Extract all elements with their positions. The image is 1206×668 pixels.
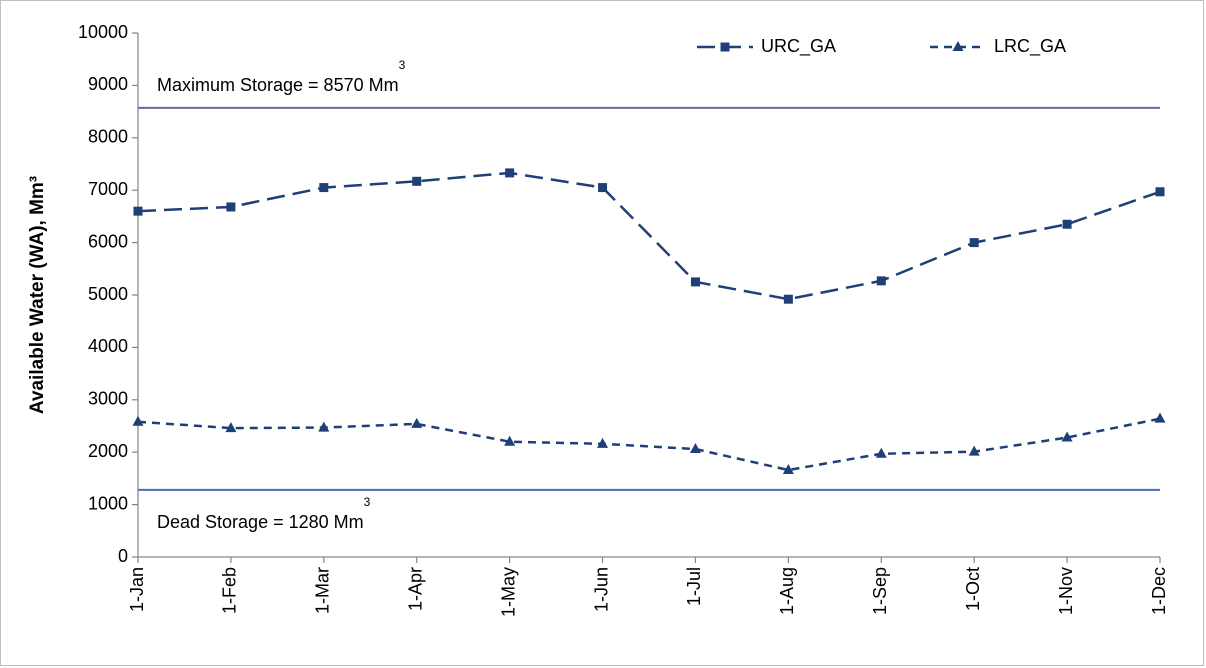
marker bbox=[1061, 431, 1073, 442]
marker bbox=[969, 238, 979, 248]
marker bbox=[411, 417, 423, 428]
marker bbox=[1062, 219, 1072, 229]
reference-label: Maximum Storage = 8570 Mm3 bbox=[157, 58, 406, 95]
y-tick-label: 7000 bbox=[88, 179, 128, 199]
y-tick-label: 2000 bbox=[88, 441, 128, 461]
y-tick-label: 1000 bbox=[88, 493, 128, 513]
x-tick-label: 1-Oct bbox=[963, 567, 983, 611]
marker bbox=[689, 443, 701, 454]
x-tick-label: 1-Jun bbox=[591, 567, 611, 612]
x-tick-label: 1-Sep bbox=[870, 567, 890, 615]
reference-label-text: Dead Storage = 1280 Mm bbox=[157, 512, 364, 532]
marker bbox=[132, 415, 144, 426]
reference-label-sup: 3 bbox=[399, 58, 406, 72]
marker bbox=[875, 447, 887, 458]
x-tick-label: 1-Nov bbox=[1056, 567, 1076, 615]
marker bbox=[504, 435, 516, 446]
marker bbox=[597, 437, 609, 448]
y-tick-label: 6000 bbox=[88, 231, 128, 251]
reference-label: Dead Storage = 1280 Mm3 bbox=[157, 495, 371, 532]
marker bbox=[690, 277, 700, 287]
marker bbox=[226, 202, 236, 212]
marker bbox=[319, 183, 329, 193]
legend-marker bbox=[952, 41, 964, 51]
y-tick-label: 10000 bbox=[78, 22, 128, 42]
y-tick-label: 8000 bbox=[88, 127, 128, 147]
y-axis-label: Available Water (WA), Mm³ bbox=[27, 176, 48, 414]
x-tick-label: 1-Dec bbox=[1149, 567, 1169, 615]
marker bbox=[1155, 187, 1165, 197]
marker bbox=[598, 183, 608, 193]
marker bbox=[876, 276, 886, 286]
x-tick-label: 1-Feb bbox=[220, 567, 240, 614]
x-tick-label: 1-Aug bbox=[777, 567, 797, 615]
y-tick-label: 3000 bbox=[88, 389, 128, 409]
legend-label: URC_GA bbox=[761, 36, 836, 57]
x-tick-label: 1-Jan bbox=[127, 567, 147, 612]
series-line bbox=[137, 171, 1161, 301]
marker bbox=[133, 206, 143, 216]
marker bbox=[412, 176, 422, 186]
x-tick-label: 1-May bbox=[498, 567, 518, 617]
y-tick-label: 5000 bbox=[88, 284, 128, 304]
y-tick-label: 4000 bbox=[88, 336, 128, 356]
x-tick-label: 1-Apr bbox=[405, 567, 425, 611]
marker bbox=[968, 445, 980, 456]
x-tick-label: 1-Jul bbox=[684, 567, 704, 606]
reference-label-sup: 3 bbox=[364, 495, 371, 509]
marker bbox=[1154, 412, 1166, 423]
series-line bbox=[137, 417, 1161, 472]
marker bbox=[783, 294, 793, 304]
legend-marker bbox=[720, 42, 730, 52]
legend-label: LRC_GA bbox=[994, 36, 1066, 57]
marker bbox=[318, 421, 330, 432]
y-tick-label: 9000 bbox=[88, 74, 128, 94]
y-tick-label: 0 bbox=[118, 546, 128, 566]
x-tick-label: 1-Mar bbox=[313, 567, 333, 614]
marker bbox=[782, 464, 794, 475]
marker bbox=[225, 422, 237, 433]
marker bbox=[505, 168, 515, 178]
reference-label-text: Maximum Storage = 8570 Mm bbox=[157, 75, 399, 95]
